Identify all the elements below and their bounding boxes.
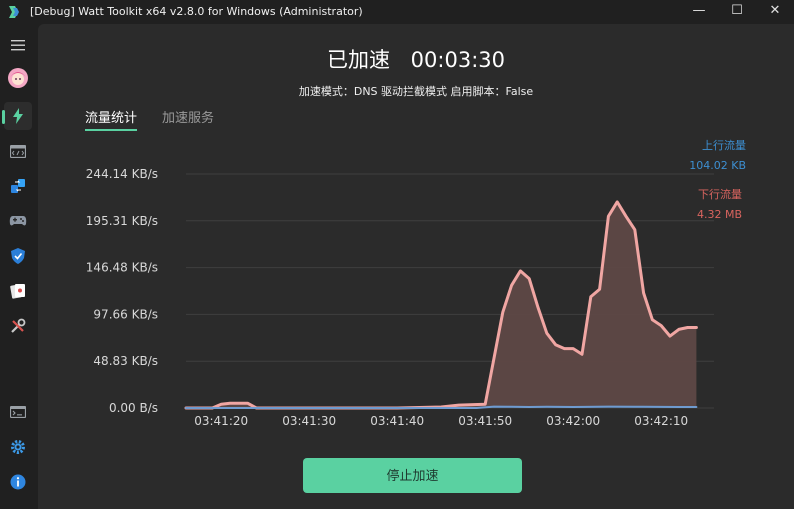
legend-download-label: 下行流量 <box>698 188 742 201</box>
legend-upload-total: 104.02 KB <box>689 159 746 172</box>
download-area <box>186 201 697 408</box>
title-bar: [Debug] Watt Toolkit x64 v2.8.0 for Wind… <box>0 0 794 24</box>
sidebar-item-about[interactable] <box>4 468 32 496</box>
sidebar-item-scripts[interactable] <box>4 137 32 165</box>
sidebar-item-account-switch[interactable] <box>4 172 32 200</box>
window-title: [Debug] Watt Toolkit x64 v2.8.0 for Wind… <box>30 5 363 18</box>
x-tick-label: 03:41:20 <box>194 414 248 428</box>
sidebar-item-debug[interactable] <box>4 398 32 426</box>
gamepad-icon <box>9 216 27 226</box>
script-code-icon <box>10 144 26 158</box>
cards-icon <box>10 284 25 299</box>
sidebar-menu-toggle[interactable] <box>4 31 32 59</box>
legend-upload: 上行流量 104.02 KB <box>689 137 746 172</box>
sidebar-item-user[interactable] <box>4 64 32 92</box>
x-tick-label: 03:42:10 <box>634 414 688 428</box>
x-tick-label: 03:41:30 <box>282 414 336 428</box>
legend-download-total: 4.32 MB <box>696 208 742 221</box>
sidebar-item-tools[interactable] <box>4 312 32 340</box>
acceleration-status: 已加速 00:03:30 <box>38 44 794 74</box>
user-avatar-icon <box>8 68 28 88</box>
lightning-accelerator-icon <box>13 108 23 124</box>
y-tick-label: 195.31 KB/s <box>86 214 158 228</box>
minimize-button[interactable]: — <box>692 3 706 18</box>
terminal-icon <box>10 406 26 418</box>
x-tick-label: 03:41:40 <box>370 414 424 428</box>
accelerator-page: 已加速 00:03:30 加速模式：DNS 驱动拦截模式 启用脚本：False … <box>38 24 794 509</box>
legend-download: 下行流量 4.32 MB <box>697 186 742 221</box>
legend-upload-label: 上行流量 <box>702 139 746 152</box>
close-button[interactable]: ✕ <box>769 3 781 18</box>
settings-gear-icon <box>11 440 25 454</box>
y-tick-label: 48.83 KB/s <box>93 354 158 368</box>
sidebar-item-settings[interactable] <box>4 433 32 461</box>
steam-account-switch-icon <box>11 179 25 193</box>
upload-series-line <box>185 405 698 409</box>
y-tick-label: 97.66 KB/s <box>93 307 158 321</box>
hamburger-menu-icon <box>11 40 25 51</box>
tab-accelerate-services[interactable]: 加速服务 <box>162 111 215 126</box>
watt-toolkit-logo-icon <box>9 6 19 18</box>
tab-traffic-stats[interactable]: 流量统计 <box>85 107 138 131</box>
about-info-icon <box>10 474 26 490</box>
status-label: 已加速 <box>326 48 390 72</box>
sidebar <box>0 24 36 509</box>
elapsed-time: 00:03:30 <box>410 48 505 72</box>
maximize-button[interactable]: ☐ <box>731 3 743 18</box>
x-tick-label: 03:42:00 <box>546 414 600 428</box>
shield-authenticator-icon <box>11 248 25 264</box>
x-tick-label: 03:41:50 <box>458 414 512 428</box>
sidebar-item-accelerator[interactable] <box>2 102 32 130</box>
y-tick-label: 146.48 KB/s <box>86 261 158 275</box>
sidebar-item-inventory[interactable] <box>4 277 32 305</box>
tools-icon <box>11 318 26 333</box>
y-tick-label: 244.14 KB/s <box>86 167 158 181</box>
traffic-chart: 0.00 B/s 48.83 KB/s 97.66 KB/s 146.48 KB/s 1… <box>86 167 714 428</box>
stop-acceleration-button[interactable]: 停止加速 <box>303 458 522 493</box>
sidebar-item-authenticator[interactable] <box>4 242 32 270</box>
y-tick-label: 0.00 B/s <box>109 401 158 415</box>
acceleration-mode-info: 加速模式：DNS 驱动拦截模式 启用脚本：False <box>298 85 534 98</box>
sidebar-item-games[interactable] <box>4 207 32 235</box>
